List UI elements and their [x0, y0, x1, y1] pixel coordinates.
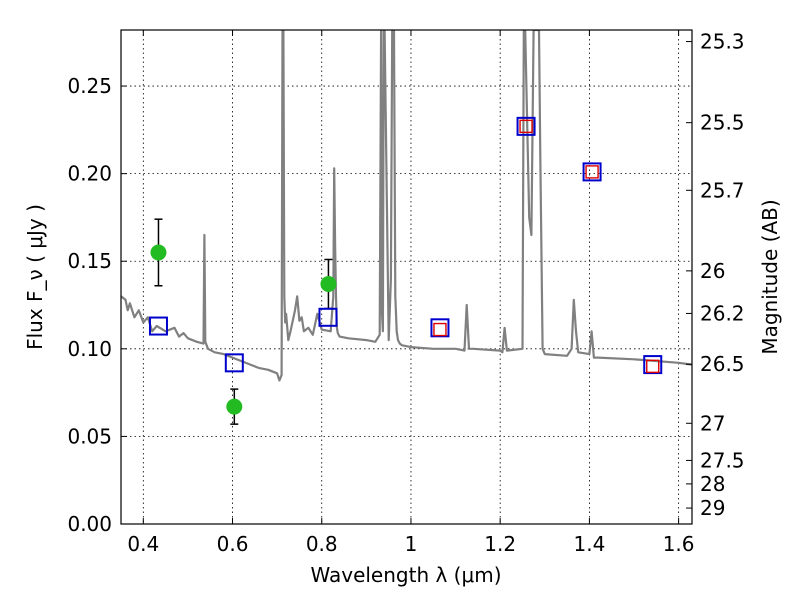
right-tick-label: 28 — [700, 472, 725, 496]
x-tick-label: 0.8 — [306, 532, 338, 556]
y-axis-label: Flux F_ν ( μJy ) — [23, 204, 47, 350]
observed-flux-point — [150, 244, 167, 261]
blue-square-marker — [430, 318, 450, 338]
ticks: 0.4 0.6 0.8 1 1.2 1.4 1.6 0.00 0.05 0.10 0.15 0.20 0… — [67, 30, 744, 556]
right-tick-label: 25.7 — [700, 178, 745, 202]
blue-square-marker — [643, 355, 663, 375]
right-axis-label: Magnitude (AB) — [758, 199, 782, 354]
blue-square-marker — [148, 316, 168, 336]
y-tick-label: 0.20 — [67, 162, 112, 186]
x-tick-label: 0.6 — [217, 532, 249, 556]
y-tick-label: 0.15 — [67, 249, 112, 273]
x-tick-label: 0.4 — [127, 532, 159, 556]
x-tick-label: 1.4 — [573, 532, 605, 556]
right-tick-label: 26.5 — [700, 352, 745, 376]
blue-square-marker — [516, 116, 536, 136]
blue-square-marker — [224, 353, 244, 373]
model-spectrum-line — [121, 30, 692, 382]
red-square-marker — [519, 119, 533, 134]
x-tick-label: 1.2 — [484, 532, 516, 556]
plot-area — [121, 30, 692, 425]
x-axis-label: Wavelength λ (μm) — [310, 563, 501, 587]
right-tick-label: 25.5 — [700, 111, 745, 135]
observed-flux-point — [226, 398, 243, 415]
right-tick-label: 25.3 — [700, 30, 745, 54]
red-square-marker — [433, 322, 447, 337]
blue-square-marker — [582, 162, 602, 182]
red-square-marker — [646, 359, 660, 374]
x-tick-label: 1.6 — [663, 532, 695, 556]
y-tick-label: 0.10 — [67, 337, 112, 361]
right-tick-label: 26 — [700, 259, 725, 283]
right-tick-label: 26.2 — [700, 301, 745, 325]
right-tick-label: 27.5 — [700, 448, 745, 472]
y-tick-label: 0.05 — [67, 424, 112, 448]
plot-frame — [120, 29, 693, 525]
y-tick-label: 0.00 — [67, 512, 112, 536]
y-tick-label: 0.25 — [67, 74, 112, 98]
x-tick-label: 1 — [405, 532, 418, 556]
observed-flux-point — [320, 276, 337, 293]
red-square-marker — [585, 165, 599, 179]
blue-square-marker — [318, 307, 338, 327]
right-tick-label: 27 — [700, 411, 725, 435]
right-tick-label: 29 — [700, 496, 725, 520]
grid — [121, 30, 692, 525]
